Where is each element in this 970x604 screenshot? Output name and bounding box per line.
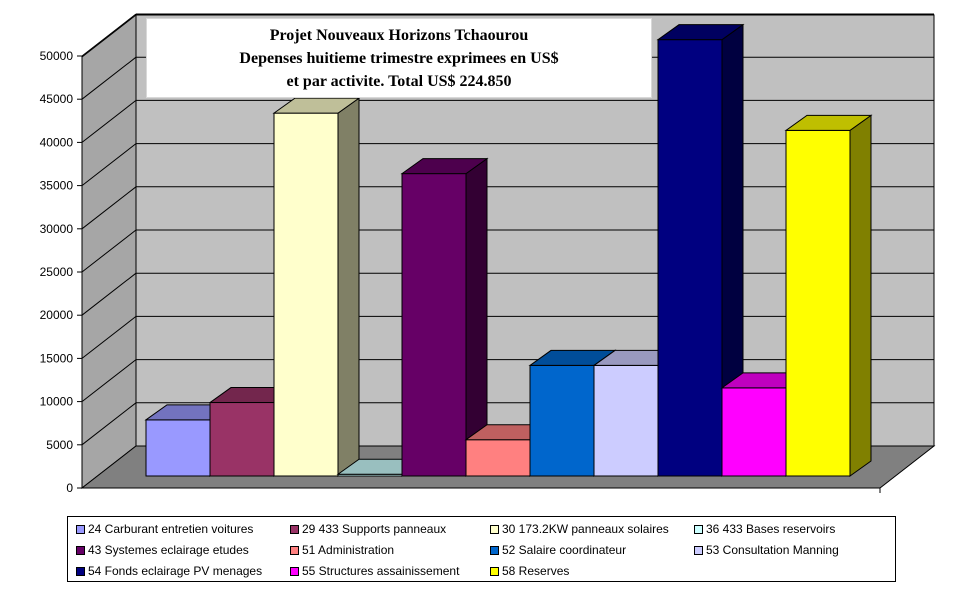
y-tick-label: 30000 [40, 222, 74, 236]
legend-swatch [76, 546, 85, 555]
legend-swatch [694, 525, 703, 534]
legend-label: 53 Consultation Manning [706, 543, 839, 557]
bar-5-front [401, 173, 467, 477]
y-tick-label: 20000 [40, 308, 74, 322]
legend-label: 51 Administration [302, 543, 395, 557]
y-tick-label: 40000 [40, 135, 74, 149]
legend-label: 52 Salaire coordinateur [502, 543, 627, 557]
bar-11-front [785, 129, 851, 477]
chart-title: Projet Nouveaux Horizons Tchaourou Depen… [146, 18, 652, 98]
y-tick-label: 0 [66, 481, 73, 495]
legend-swatch [76, 567, 85, 576]
gridline-side [81, 359, 137, 402]
bar-1-front [145, 419, 211, 477]
gridline-side [81, 100, 137, 143]
y-tick-label: 10000 [40, 395, 74, 409]
y-tick-label: 45000 [40, 92, 74, 106]
bar-6-front [465, 439, 531, 477]
y-tick-label: 35000 [40, 179, 74, 193]
bar-5-top [400, 158, 489, 175]
legend-label: 30 173.2KW panneaux solaires [502, 522, 669, 536]
gridline-side [81, 13, 137, 57]
legend-label: 36 433 Bases reservoirs [706, 522, 836, 536]
bar-2-front [209, 402, 275, 477]
gridline-side [81, 402, 137, 446]
legend-label: 54 Fonds eclairage PV menages [88, 564, 263, 578]
gridline-side [81, 229, 137, 273]
bar-9-front [657, 39, 723, 477]
gridline-side [81, 56, 137, 100]
gridline-side [81, 316, 137, 359]
y-tick-label: 50000 [40, 49, 74, 63]
bar-3-side [337, 97, 360, 477]
y-tick-label: 15000 [40, 351, 74, 365]
legend-label: 55 Structures assainissement [302, 564, 460, 578]
chart-legend: 24 Carburant entretien voitures 29 433 Su… [67, 516, 896, 582]
bar-3-front [273, 112, 339, 477]
bar-10-front [721, 387, 787, 477]
legend-label: 58 Reserves [502, 564, 570, 578]
gridline-side [81, 186, 137, 230]
legend-swatch [76, 525, 85, 534]
legend-label: 29 433 Supports panneaux [302, 522, 447, 536]
legend-swatch [290, 567, 299, 576]
gridline-side [81, 272, 137, 316]
y-tick-label: 25000 [40, 265, 74, 279]
legend-swatch [290, 525, 299, 534]
chart-title-line-1: Projet Nouveaux Horizons Tchaourou [269, 27, 529, 44]
bar-11-top [784, 114, 873, 131]
bar-11-side [849, 114, 872, 477]
chart-title-line-2: Depenses huitieme trimestre exprimees en… [239, 50, 559, 67]
chart-title-line-3: et par activite. Total US$ 224.850 [286, 73, 512, 90]
legend-swatch [490, 567, 499, 576]
legend-label: 24 Carburant entretien voitures [88, 522, 254, 536]
bar-7-front [529, 364, 595, 477]
bar-8-front [593, 364, 659, 477]
legend-swatch [694, 546, 703, 555]
bar-9-top [656, 24, 745, 41]
legend-swatch [290, 546, 299, 555]
legend-label: 43 Systemes eclairage etudes [88, 543, 249, 557]
legend-swatch [490, 525, 499, 534]
y-tick-label: 5000 [46, 438, 73, 452]
legend-swatch [490, 546, 499, 555]
gridline-side [81, 143, 137, 186]
bar-3-top [272, 97, 361, 114]
